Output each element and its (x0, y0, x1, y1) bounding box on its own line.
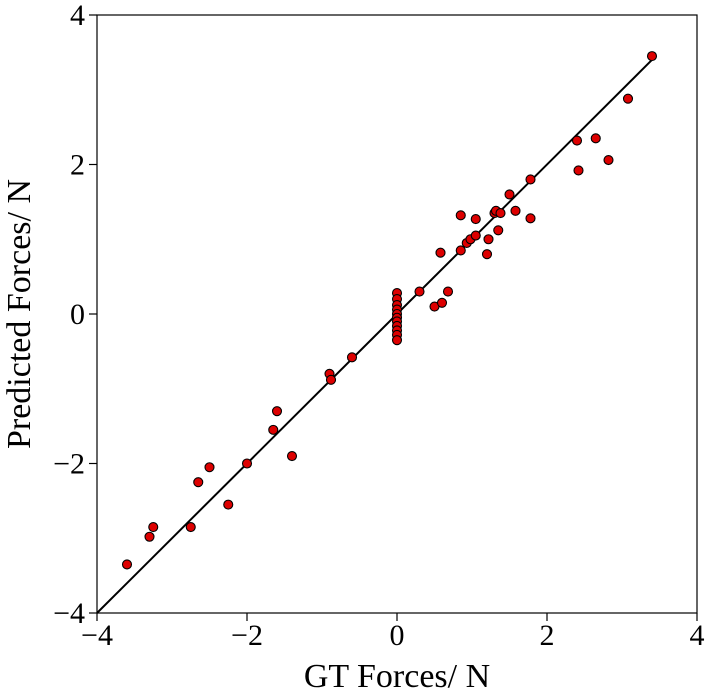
data-point (414, 286, 425, 297)
data-point (590, 133, 601, 144)
data-point (455, 245, 466, 256)
data-point (223, 499, 234, 510)
data-point (241, 458, 253, 469)
data-point (271, 406, 283, 417)
x-axis-label: GT Forces/ N (304, 658, 490, 695)
data-point (525, 174, 536, 185)
data-point (573, 165, 584, 176)
data-point (346, 352, 358, 363)
x-tick-label: 0 (390, 619, 405, 652)
data-point (436, 297, 448, 308)
data-point (470, 214, 481, 225)
data-point (442, 286, 454, 297)
y-tick-label: −2 (53, 448, 85, 481)
data-point (144, 531, 155, 542)
data-point (391, 335, 403, 346)
data-point (435, 247, 446, 258)
x-tick-label: −4 (81, 619, 113, 652)
y-tick-label: 0 (70, 298, 85, 331)
y-tick-label: −4 (53, 597, 85, 630)
y-tick-label: 2 (70, 149, 85, 182)
data-point (204, 462, 215, 473)
y-axis-label: Predicted Forces/ N (1, 179, 38, 449)
data-point (268, 424, 279, 435)
identity-line (96, 59, 653, 614)
data-point (504, 189, 515, 200)
x-tick-label: −2 (231, 619, 263, 652)
data-point (455, 210, 466, 221)
data-point (193, 477, 204, 488)
x-tick-label: 4 (690, 619, 705, 652)
data-point (493, 225, 504, 236)
data-point (148, 521, 159, 533)
data-point (571, 135, 583, 146)
data-point (525, 213, 536, 224)
data-point (325, 374, 337, 385)
data-point (121, 559, 133, 570)
data-point (481, 249, 493, 260)
data-point (185, 521, 196, 533)
data-point (510, 205, 521, 216)
data-point (622, 93, 634, 104)
data-point (495, 208, 506, 219)
data-point (603, 154, 614, 166)
data-point (286, 450, 298, 462)
data-point (483, 234, 494, 245)
y-tick-label: 4 (70, 0, 85, 32)
data-point (470, 230, 481, 241)
x-tick-label: 2 (540, 619, 555, 652)
data-point (646, 51, 658, 62)
